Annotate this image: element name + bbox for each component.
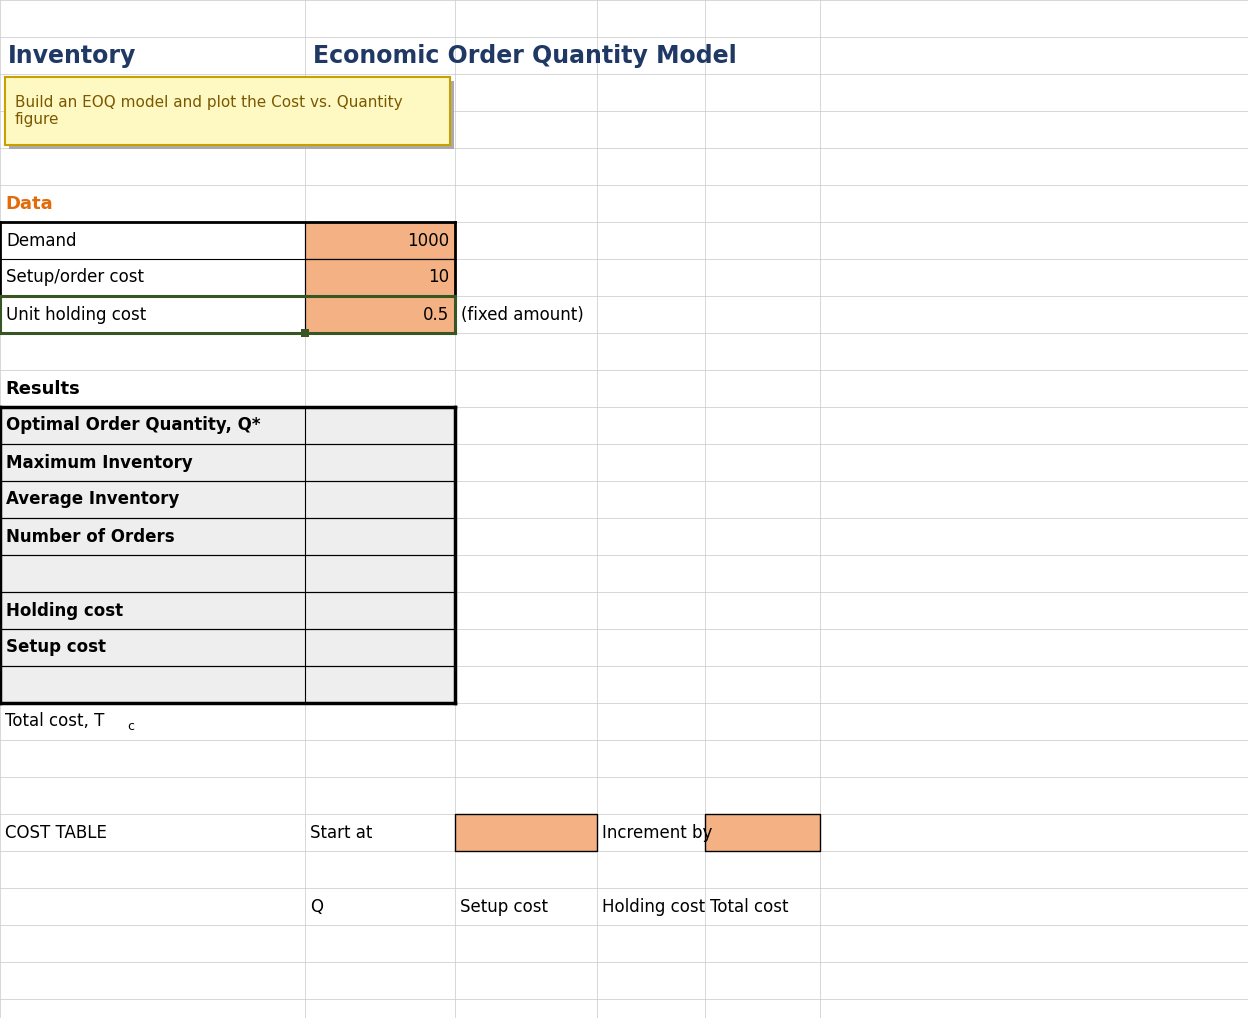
Bar <box>305 259 456 296</box>
Text: Setup/order cost: Setup/order cost <box>6 269 144 286</box>
Text: Inventory: Inventory <box>7 44 136 67</box>
Text: 1000: 1000 <box>407 231 449 249</box>
Text: Setup cost: Setup cost <box>461 898 548 915</box>
Text: COST TABLE: COST TABLE <box>5 824 107 842</box>
Text: Average Inventory: Average Inventory <box>6 491 180 509</box>
Text: Setup cost: Setup cost <box>6 638 106 657</box>
Text: Build an EOQ model and plot the Cost vs. Quantity
figure: Build an EOQ model and plot the Cost vs.… <box>15 95 403 127</box>
Text: c: c <box>127 720 134 733</box>
Text: Optimal Order Quantity, Q*: Optimal Order Quantity, Q* <box>6 416 261 435</box>
Text: Holding cost: Holding cost <box>6 602 124 620</box>
Bar <box>705 814 820 851</box>
Text: (fixed amount): (fixed amount) <box>461 305 584 324</box>
Text: Total cost: Total cost <box>710 898 789 915</box>
Text: Economic Order Quantity Model: Economic Order Quantity Model <box>313 44 736 67</box>
Text: Results: Results <box>5 380 80 397</box>
Bar <box>0 407 456 703</box>
Text: 10: 10 <box>428 269 449 286</box>
Text: Holding cost: Holding cost <box>602 898 705 915</box>
Text: Q: Q <box>310 898 323 915</box>
Bar <box>301 329 310 337</box>
Text: Demand: Demand <box>6 231 76 249</box>
Bar <box>456 814 597 851</box>
Text: 0.5: 0.5 <box>423 305 449 324</box>
Text: Unit holding cost: Unit holding cost <box>6 305 146 324</box>
Text: Data: Data <box>5 194 52 213</box>
Text: Maximum Inventory: Maximum Inventory <box>6 453 192 471</box>
Bar <box>305 222 456 259</box>
Bar <box>9 81 454 149</box>
Text: Number of Orders: Number of Orders <box>6 527 175 546</box>
Bar <box>5 77 451 145</box>
Bar <box>305 296 456 333</box>
Text: Total cost, T: Total cost, T <box>5 713 105 731</box>
Text: Increment by: Increment by <box>602 824 713 842</box>
Text: Start at: Start at <box>310 824 372 842</box>
